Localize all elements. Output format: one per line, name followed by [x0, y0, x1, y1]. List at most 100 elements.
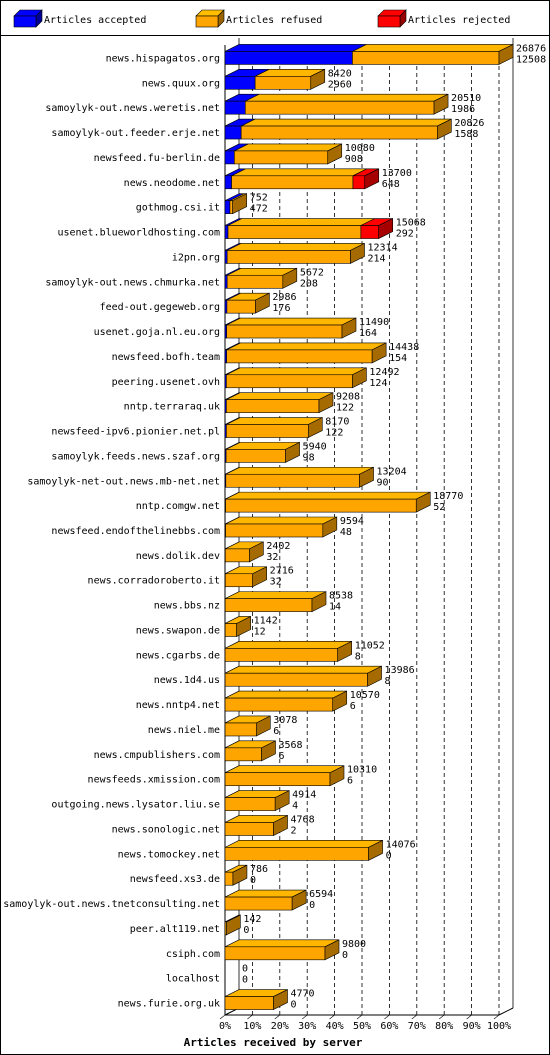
bar-end-face	[332, 690, 348, 712]
legend-label: Articles rejected	[408, 15, 510, 26]
server-label: localhost	[166, 974, 220, 985]
server-label: news.corradoroberto.it	[88, 576, 220, 587]
bar-end-face	[350, 242, 365, 264]
bar-end-face	[341, 317, 357, 339]
bar-end-face	[274, 790, 290, 812]
x-tick-label: 100%	[487, 1021, 511, 1032]
total-value-label: 8420	[328, 68, 352, 79]
bar-segment	[224, 200, 231, 214]
server-label: gothmog.csi.it	[136, 203, 220, 214]
total-value-label: 14076	[386, 839, 416, 850]
accepted-value-label: 12508	[516, 54, 546, 65]
legend: Articles accepted Articles refused Article…	[13, 9, 510, 28]
bar-segment-top	[226, 342, 387, 351]
accepted-value-label: 214	[367, 253, 385, 264]
bar-segment	[225, 473, 360, 488]
accepted-value-label: 32	[270, 577, 282, 588]
bar-end-face	[273, 814, 288, 836]
bar-segment-top	[352, 44, 514, 52]
accepted-value-label: 0	[243, 925, 249, 936]
legend-swatch	[13, 15, 37, 28]
server-label: news.quux.org	[142, 78, 220, 89]
accepted-value-label: 32	[266, 552, 278, 563]
accepted-value-label: 0	[309, 900, 315, 911]
bar-segment-top	[225, 491, 431, 500]
bar-segment	[224, 250, 228, 264]
server-label: samoylyk-out.feeder.erje.net	[51, 128, 220, 139]
server-label: news.sonologic.net	[112, 824, 220, 835]
total-value-label: 4770	[290, 989, 314, 1000]
bar-segment	[224, 722, 257, 737]
bar-segment	[224, 648, 338, 662]
bar-end-face	[318, 392, 334, 414]
bar-segment	[225, 449, 286, 463]
server-label: csiph.com	[166, 949, 220, 960]
bar-segment	[231, 175, 354, 190]
bar-end-face	[249, 541, 264, 563]
bar-end-face	[367, 665, 382, 687]
accepted-value-label: 90	[377, 477, 389, 488]
bar-segment	[226, 374, 353, 389]
bar-end-face	[337, 640, 352, 662]
bar-segment	[225, 523, 324, 538]
x-tick-label: 50%	[353, 1021, 371, 1032]
bar-end-face	[255, 292, 270, 314]
bar-end-face	[322, 516, 338, 538]
bar-segment	[226, 399, 320, 413]
bar-segment	[224, 847, 369, 861]
bar-segment	[224, 51, 353, 65]
accepted-value-label: 8	[355, 651, 361, 662]
x-tick	[247, 1014, 253, 1020]
server-label: newsfeed.xs3.de	[130, 874, 220, 885]
server-label: news.cmpublishers.com	[94, 750, 220, 761]
bar-segment	[234, 150, 329, 165]
x-axis-title: Articles received by server	[184, 1036, 363, 1049]
bars	[224, 43, 514, 1011]
total-value-label: 9594	[340, 516, 364, 527]
server-label: usenet.goja.nl.eu.org	[94, 327, 220, 338]
accepted-value-label: 0	[290, 1000, 296, 1011]
accepted-value-label: 908	[345, 154, 363, 165]
x-tick-label: 90%	[463, 1021, 481, 1032]
total-value-label: 13204	[377, 466, 407, 477]
bar-segment	[224, 548, 250, 563]
total-value-label: 2986	[272, 292, 296, 303]
bar-end-face	[359, 466, 374, 488]
bar-segment	[224, 896, 293, 911]
server-label: nntp.terraraq.uk	[124, 402, 220, 413]
x-tick	[219, 1014, 226, 1020]
x-tick	[466, 1014, 472, 1020]
bar-segment	[229, 200, 233, 214]
bar-segment	[224, 871, 234, 886]
accepted-value-label: 648	[382, 179, 400, 190]
total-value-label: 11052	[355, 640, 385, 651]
bar-end-face	[329, 765, 345, 787]
total-value-label: 8170	[325, 417, 349, 428]
bar-segment	[224, 996, 274, 1010]
server-label: peering.usenet.ovh	[112, 377, 220, 388]
bar-segment-top	[224, 641, 352, 649]
bar-end-face	[364, 168, 380, 190]
bar-end-face	[311, 591, 327, 613]
bar-segment	[360, 225, 380, 239]
server-label: newsfeed.endofthelinebbs.com	[51, 526, 220, 537]
total-value-label: 12492	[369, 367, 399, 378]
server-label: news.tomockey.net	[118, 849, 220, 860]
x-axis-depth	[498, 1007, 514, 1016]
bar-segment-top	[224, 665, 382, 674]
total-value-label: 2402	[266, 541, 290, 552]
server-label: samoylyk-out.news.weretis.net	[45, 103, 220, 114]
total-value-label: 3568	[278, 740, 302, 751]
bar-end-face	[291, 889, 307, 911]
bar-segment-top	[241, 118, 452, 127]
server-label: i2pn.org	[172, 252, 220, 263]
bar-end-face	[310, 68, 326, 90]
bar-segment-top	[227, 243, 365, 251]
accepted-value-label: 2960	[328, 79, 352, 90]
bar-segment	[224, 946, 326, 961]
x-tick-label: 0%	[219, 1021, 231, 1032]
bar-segment	[224, 175, 232, 190]
server-label: peer.alt119.net	[130, 924, 220, 935]
bar-segment-top	[224, 939, 340, 948]
